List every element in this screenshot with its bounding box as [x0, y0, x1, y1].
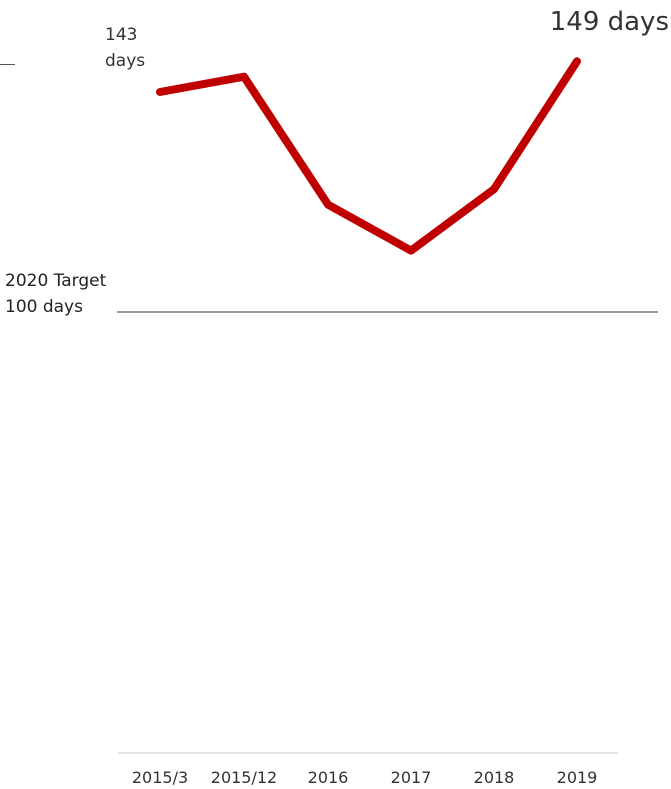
- x-tick-label: 2016: [308, 768, 349, 787]
- start-value-number: 143: [105, 25, 138, 45]
- x-axis-tick-labels: 2015/3 2015/12 2016 2017 2018 2019: [132, 768, 598, 787]
- series-line-days: [156, 57, 581, 255]
- x-tick-label: 2015/12: [211, 768, 277, 787]
- target-label: 2020 Target 100 days: [5, 268, 106, 320]
- x-tick-label: 2019: [557, 768, 598, 787]
- start-value-unit: days: [105, 51, 146, 71]
- x-tick-label: 2015/3: [132, 768, 188, 787]
- legend-stub-line: [0, 64, 15, 65]
- x-tick-label: 2018: [474, 768, 515, 787]
- end-value-label: 149 days: [549, 7, 669, 37]
- start-value-label: 143 days: [105, 22, 145, 74]
- target-title: 2020 Target: [5, 271, 107, 291]
- target-value: 100 days: [5, 297, 83, 317]
- x-tick-label: 2017: [391, 768, 432, 787]
